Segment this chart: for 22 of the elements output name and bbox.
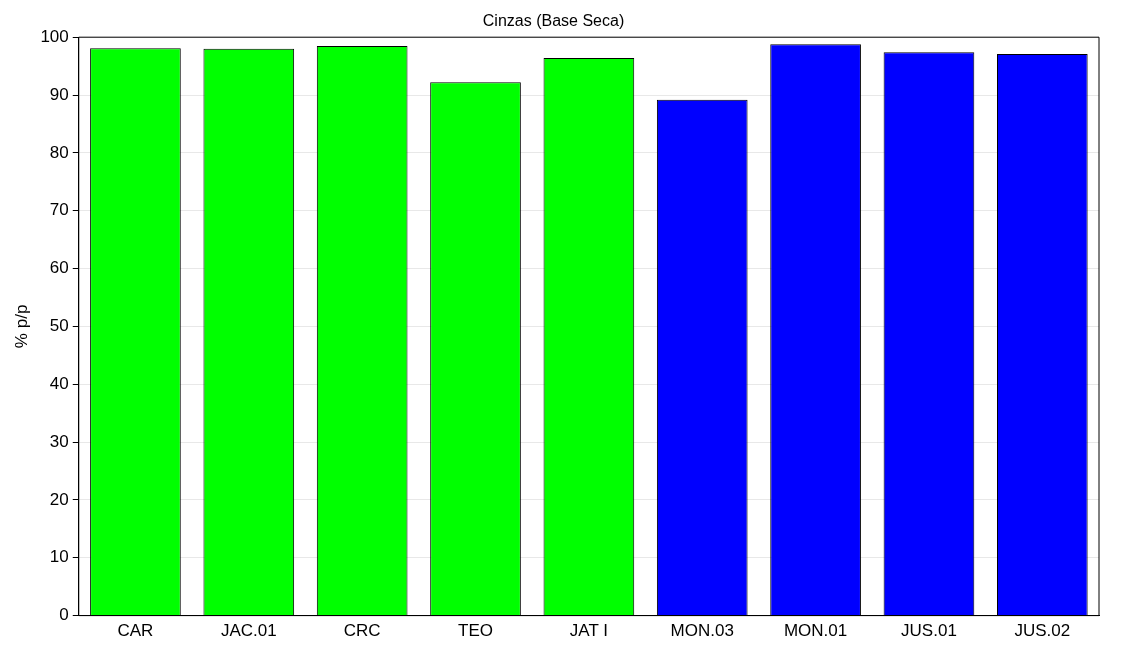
y-tick-label: 70 <box>49 200 69 220</box>
y-tick-label: 30 <box>49 431 69 451</box>
chart-title: Cinzas (Base Seca) <box>482 12 625 30</box>
y-tick-label: 100 <box>40 26 69 46</box>
x-tick-label: TEO <box>458 621 493 641</box>
y-axis-title: % p/p <box>11 304 31 349</box>
x-tick-label: MON.01 <box>783 621 848 641</box>
x-tick-label: JUS.01 <box>901 621 957 641</box>
y-tick-label: 80 <box>49 142 69 162</box>
y-tick-label: 90 <box>49 84 69 104</box>
y-tick-label: 10 <box>49 547 69 567</box>
y-tick-label: 20 <box>49 489 69 509</box>
x-tick-label: CRC <box>343 621 381 641</box>
y-tick-label: 50 <box>49 316 69 336</box>
x-tick-label: MON.03 <box>670 621 734 641</box>
x-tick-label: JAT I <box>569 621 608 641</box>
y-tick-label: 60 <box>49 258 69 278</box>
y-tick-label: 0 <box>59 605 69 625</box>
x-tick-label: CAR <box>117 621 154 641</box>
y-tick-label: 40 <box>49 373 69 393</box>
x-tick-label: JUS.02 <box>1014 621 1071 641</box>
x-tick-label: JAC.01 <box>220 621 277 641</box>
